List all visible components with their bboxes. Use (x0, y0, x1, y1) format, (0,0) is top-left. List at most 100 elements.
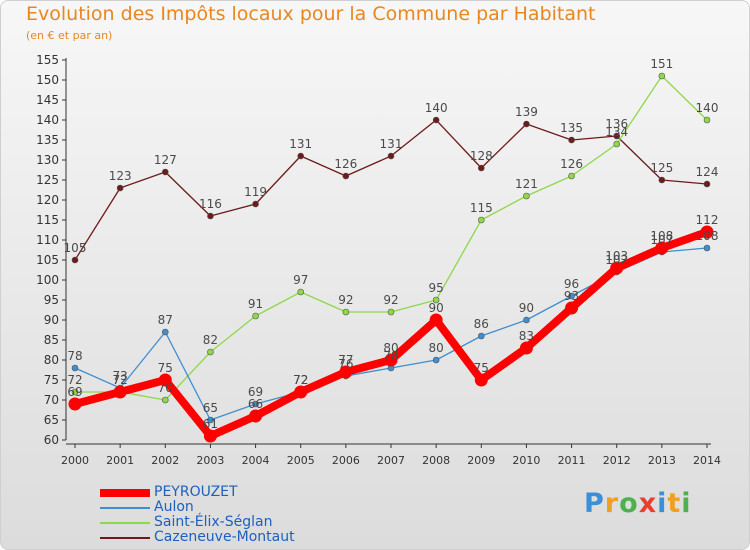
data-label: 82 (203, 333, 218, 347)
data-label: 131 (289, 137, 312, 151)
data-point (339, 365, 353, 379)
data-label: 80 (429, 341, 444, 355)
data-point (703, 180, 711, 188)
data-point (297, 288, 305, 296)
y-tick-label: 155 (36, 53, 59, 67)
y-tick-label: 80 (44, 353, 59, 367)
data-point (387, 308, 395, 316)
data-label: 80 (383, 341, 398, 355)
data-point (610, 261, 624, 275)
data-label: 93 (564, 289, 579, 303)
y-tick-label: 120 (36, 193, 59, 207)
y-tick-label: 105 (36, 253, 59, 267)
data-point (71, 364, 79, 372)
data-point (294, 385, 308, 399)
x-tick-label: 2004 (242, 454, 270, 467)
y-tick-label: 135 (36, 133, 59, 147)
data-label: 72 (293, 373, 308, 387)
y-tick-label: 90 (44, 313, 59, 327)
y-tick-label: 115 (36, 213, 59, 227)
data-point (703, 116, 711, 124)
line-chart: 60 65 70 75 80 85 90 95 100 105 110 115 120 125 130 135… (36, 53, 721, 467)
data-point (252, 400, 259, 408)
data-point (207, 212, 214, 220)
data-point (658, 72, 666, 80)
data-label: 126 (560, 157, 583, 171)
data-point (477, 216, 485, 224)
y-tick-label: 110 (36, 233, 59, 247)
data-label: 140 (425, 101, 448, 115)
data-point (387, 152, 395, 160)
data-point (565, 301, 579, 315)
logo-letter: i (657, 488, 668, 519)
x-tick-label: 2012 (603, 454, 631, 467)
x-tick-label: 2000 (61, 454, 89, 467)
data-label: 123 (109, 169, 132, 183)
data-point (655, 241, 669, 255)
data-label: 96 (564, 277, 579, 291)
chart-subtitle: (en € et par an) (26, 29, 113, 42)
x-tick-label: 2002 (151, 454, 179, 467)
x-tick-label: 2010 (512, 454, 540, 467)
data-label: 119 (244, 185, 267, 199)
data-label: 151 (650, 57, 673, 71)
data-label: 72 (67, 373, 82, 387)
y-tick-label: 85 (44, 333, 59, 347)
logo-letter: o (619, 488, 639, 519)
data-label: 103 (605, 249, 628, 263)
data-label: 121 (515, 177, 538, 191)
data-label: 83 (519, 329, 534, 343)
data-point (474, 373, 488, 387)
data-label: 75 (474, 361, 489, 375)
data-label: 75 (158, 361, 173, 375)
x-tick-label: 2003 (196, 454, 224, 467)
data-label: 72 (113, 373, 128, 387)
data-point (207, 416, 214, 424)
data-label: 72 (113, 373, 128, 387)
data-point (161, 328, 169, 336)
data-label: 131 (380, 137, 403, 151)
data-point (297, 152, 305, 160)
data-label: 69 (67, 385, 82, 399)
data-label: 92 (383, 293, 398, 307)
data-point (68, 397, 82, 411)
y-tick-label: 150 (36, 73, 59, 87)
data-point (658, 176, 666, 184)
data-point (342, 308, 350, 316)
data-point (203, 429, 217, 443)
data-label: 136 (605, 117, 628, 131)
data-label: 127 (154, 153, 177, 167)
data-label: 66 (248, 397, 263, 411)
x-tick-label: 2013 (648, 454, 676, 467)
data-label: 126 (334, 157, 357, 171)
data-point (158, 373, 172, 387)
data-point (432, 116, 440, 124)
data-point (116, 184, 124, 192)
data-label: 87 (158, 313, 173, 327)
logo-letter: P (584, 488, 605, 519)
x-tick-label: 2005 (287, 454, 315, 467)
y-tick-label: 70 (44, 393, 59, 407)
data-label: 97 (293, 273, 308, 287)
data-point (568, 292, 575, 300)
data-label: 108 (650, 229, 673, 243)
data-label: 112 (696, 213, 719, 227)
legend-swatch (100, 537, 150, 539)
y-tick-label: 145 (36, 93, 59, 107)
legend-swatch (100, 522, 150, 524)
data-label: 78 (67, 349, 82, 363)
data-label: 65 (203, 401, 218, 415)
data-labels: 6972756166727780907583931031081127873876… (64, 57, 719, 431)
data-point (249, 409, 263, 423)
y-tick-label: 75 (44, 373, 59, 387)
data-label: 90 (429, 301, 444, 315)
x-tick-label: 2011 (558, 454, 586, 467)
x-tick-label: 2006 (332, 454, 360, 467)
legend-swatch (100, 507, 150, 509)
data-label: 72 (293, 373, 308, 387)
data-label: 70 (158, 381, 173, 395)
legend-label: PEYROUZET (154, 484, 238, 500)
data-label: 78 (383, 349, 398, 363)
logo-letter: i (681, 488, 692, 519)
